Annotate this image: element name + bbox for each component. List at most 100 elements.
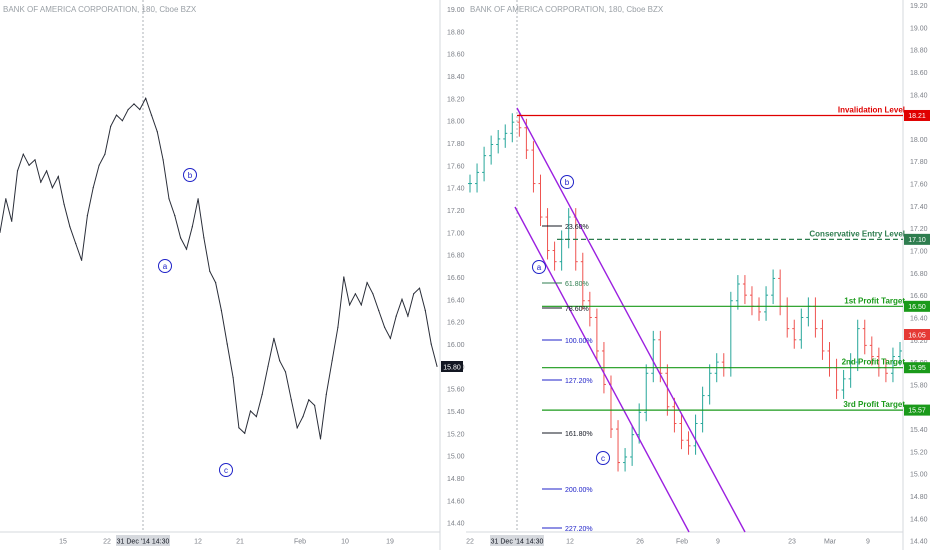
- left-y-tick: 14.60: [447, 498, 465, 505]
- left-price-point: [401, 299, 402, 300]
- right-wave-label: a: [537, 263, 542, 272]
- left-price-point: [168, 198, 169, 199]
- right-wave-label: c: [601, 454, 605, 463]
- left-price-point: [407, 316, 408, 317]
- left-price-point: [256, 416, 257, 417]
- left-price-point: [69, 226, 70, 227]
- left-price-point: [203, 237, 204, 238]
- right-x-tick: 31 Dec '14 14:30: [491, 539, 544, 546]
- left-y-tick: 15.20: [447, 431, 465, 438]
- right-y-tick: 18.40: [910, 92, 928, 99]
- right-x-tick: 23: [788, 539, 796, 546]
- right-y-tick: 15.40: [910, 427, 928, 434]
- left-y-tick: 16.20: [447, 320, 465, 327]
- left-price-point: [29, 165, 30, 166]
- left-price-point: [186, 249, 187, 250]
- left-price-point: [23, 154, 24, 155]
- left-price-point: [279, 360, 280, 361]
- left-price-point: [320, 438, 321, 439]
- svg-text:15.80: 15.80: [443, 365, 461, 372]
- right-y-tick: 14.40: [910, 539, 928, 546]
- left-price-point: [58, 176, 59, 177]
- left-price-point: [75, 243, 76, 244]
- left-x-tick: 31 Dec '14 14:30: [117, 539, 170, 546]
- left-price-point: [273, 338, 274, 339]
- left-price-point: [5, 198, 6, 199]
- left-title: BANK OF AMERICA CORPORATION, 180, Cboe B…: [3, 5, 197, 14]
- right-x-tick: 9: [716, 539, 720, 546]
- left-price-point: [128, 109, 129, 110]
- right-y-tick: 15.00: [910, 472, 928, 479]
- left-price-point: [145, 98, 146, 99]
- left-price-point: [64, 204, 65, 205]
- left-y-tick: 17.20: [447, 208, 465, 215]
- right-y-tick: 18.80: [910, 48, 928, 55]
- left-price-point: [361, 304, 362, 305]
- right-y-tick: 14.80: [910, 494, 928, 501]
- fib-label: 61.80%: [565, 281, 589, 288]
- level-price-text: 15.57: [908, 408, 926, 415]
- left-price-point: [390, 338, 391, 339]
- left-price-point: [343, 276, 344, 277]
- left-price-point: [99, 165, 100, 166]
- right-y-tick: 17.00: [910, 249, 928, 256]
- left-price-point: [233, 377, 234, 378]
- left-wave-label: a: [163, 262, 168, 271]
- level-price-text: 17.10: [908, 237, 926, 244]
- left-price-point: [372, 293, 373, 294]
- right-y-tick: 16.80: [910, 271, 928, 278]
- left-price-point: [198, 198, 199, 199]
- right-y-tick: 17.40: [910, 204, 928, 211]
- right-y-tick: 17.20: [910, 226, 928, 233]
- left-price-point: [227, 343, 228, 344]
- left-price-point: [413, 293, 414, 294]
- left-y-tick: 17.60: [447, 163, 465, 170]
- left-price-point: [302, 416, 303, 417]
- right-y-tick: 15.20: [910, 449, 928, 456]
- left-price-point: [384, 327, 385, 328]
- left-price-point: [355, 293, 356, 294]
- right-x-tick: 9: [866, 539, 870, 546]
- left-y-tick: 15.60: [447, 387, 465, 394]
- left-y-tick: 15.40: [447, 409, 465, 416]
- left-price-point: [81, 260, 82, 261]
- left-y-tick: 18.20: [447, 96, 465, 103]
- left-price-point: [337, 327, 338, 328]
- level-price-text: 16.50: [908, 304, 926, 311]
- left-price-point: [244, 433, 245, 434]
- left-price-point: [378, 310, 379, 311]
- right-y-tick: 16.60: [910, 293, 928, 300]
- left-y-tick: 17.00: [447, 230, 465, 237]
- fib-label: 161.80%: [565, 431, 593, 438]
- left-plot-area: [0, 0, 440, 532]
- left-price-point: [267, 366, 268, 367]
- left-price-point: [221, 310, 222, 311]
- right-y-tick: 17.80: [910, 159, 928, 166]
- fib-label: 78.60%: [565, 306, 589, 313]
- left-y-tick: 19.00: [447, 7, 465, 14]
- left-last-price-badge: 15.80: [441, 361, 463, 372]
- left-y-tick: 18.60: [447, 52, 465, 59]
- left-price-point: [250, 410, 251, 411]
- right-y-tick: 17.60: [910, 182, 928, 189]
- left-x-tick: 12: [194, 539, 202, 546]
- left-price-point: [349, 304, 350, 305]
- left-price-point: [367, 282, 368, 283]
- left-y-tick: 18.80: [447, 29, 465, 36]
- fib-label: 100.00%: [565, 338, 593, 345]
- left-wave-label: b: [188, 171, 193, 180]
- left-price-point: [215, 282, 216, 283]
- left-price-point: [34, 159, 35, 160]
- left-price-point: [104, 154, 105, 155]
- left-price-point: [40, 182, 41, 183]
- left-y-tick: 15.00: [447, 454, 465, 461]
- right-x-tick: 12: [566, 539, 574, 546]
- left-price-point: [297, 427, 298, 428]
- left-price-point: [11, 221, 12, 222]
- left-price-point: [151, 115, 152, 116]
- left-y-tick: 18.00: [447, 119, 465, 126]
- left-price-point: [180, 237, 181, 238]
- left-price-point: [262, 394, 263, 395]
- left-price-point: [122, 120, 123, 121]
